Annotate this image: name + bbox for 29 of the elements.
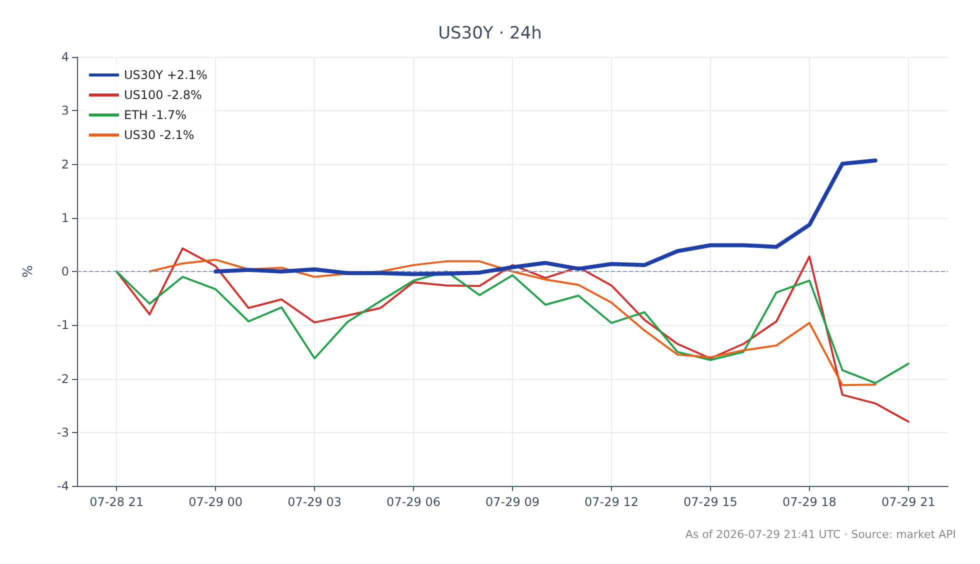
x-tick-label: 07-29 15 — [683, 495, 738, 509]
x-tick-label: 07-29 21 — [881, 495, 936, 509]
y-tick-label: 2 — [61, 157, 69, 172]
x-tick-label: 07-28 21 — [90, 495, 144, 509]
y-axis-title: % — [21, 265, 36, 278]
x-tick-label: 07-29 03 — [288, 495, 342, 509]
y-tick-label: 0 — [61, 264, 69, 278]
line-series — [214, 158, 878, 276]
x-tick-label: 07-29 12 — [584, 495, 638, 509]
legend-label: US100 -2.8% — [124, 88, 202, 102]
line-series — [116, 270, 910, 384]
y-tick-label: -1 — [57, 318, 69, 332]
y-tick-label: 1 — [61, 210, 69, 225]
line-series — [116, 247, 910, 423]
legend-label: US30 -2.1% — [124, 128, 194, 142]
text: As of 2026-07-29 21:41 UTC · Source: market API — [685, 528, 956, 541]
y-tick-label: -2 — [57, 372, 69, 386]
x-tick-label: 07-29 00 — [188, 495, 243, 509]
x-tick-label: 07-29 18 — [782, 495, 836, 509]
y-tick-label: 4 — [61, 50, 69, 64]
y-tick-label: 3 — [61, 104, 69, 118]
y-tick-label: -3 — [57, 425, 69, 440]
legend-label: ETH -1.7% — [124, 108, 187, 122]
x-tick-label: 07-29 06 — [386, 495, 440, 509]
y-tick-label: -4 — [57, 479, 69, 493]
x-tick-label: 07-29 09 — [486, 495, 540, 509]
chart-title: US30Y · 24h — [438, 24, 542, 44]
legend-label: US30Y +2.1% — [124, 68, 208, 82]
line-series — [148, 258, 876, 386]
